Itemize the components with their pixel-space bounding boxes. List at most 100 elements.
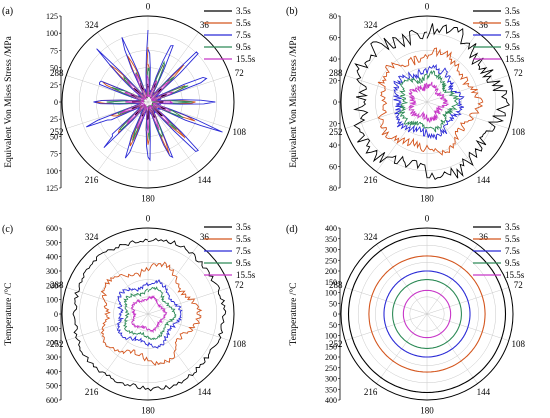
theta-tick-label: 72 <box>235 68 244 78</box>
r-tick-label: 100 <box>46 167 58 176</box>
theta-tick-label: 324 <box>85 232 99 242</box>
r-tick-label: 400 <box>46 367 58 376</box>
legend-label: 9.5s <box>505 258 520 268</box>
outer-ring <box>61 15 235 189</box>
theta-tick-label: 288 <box>50 68 64 78</box>
theta-tick-label: 252 <box>50 127 64 137</box>
series-line <box>408 81 450 124</box>
r-tick-label: 400 <box>325 396 337 405</box>
theta-tick-label: 288 <box>50 280 64 290</box>
grid-spoke <box>97 313 149 384</box>
legend-label: 7.5s <box>505 30 520 40</box>
y-axis-label: Equivalent Von Mises Stress /MPa <box>289 35 299 167</box>
legend-label: 5.5s <box>236 234 251 244</box>
grid-spoke <box>147 244 199 315</box>
legend-label: 9.5s <box>236 42 251 52</box>
grid-spoke <box>426 101 509 129</box>
theta-tick-label: 0 <box>146 2 151 12</box>
r-tick-label: 600 <box>46 224 58 233</box>
r-tick-label: 300 <box>46 267 58 276</box>
theta-tick-label: 0 <box>425 2 430 12</box>
grid-spoke <box>147 313 199 384</box>
y-axis-label: Equivalent Von Mises Stress /MPa <box>4 35 14 167</box>
r-tick-label: 600 <box>46 396 58 405</box>
r-tick-label: 350 <box>325 385 337 394</box>
legend-label: 15.5s <box>236 54 256 64</box>
r-tick-label: 300 <box>325 246 337 255</box>
r-tick-label: 0 <box>333 98 337 107</box>
r-tick-label: 100 <box>46 29 58 38</box>
theta-tick-label: 108 <box>512 127 526 137</box>
series-line <box>130 294 168 334</box>
theta-tick-label: 252 <box>329 339 343 349</box>
r-tick-label: 200 <box>46 281 58 290</box>
legend-label: 7.5s <box>236 246 251 256</box>
theta-tick-label: 36 <box>479 20 489 30</box>
r-tick-label: 200 <box>46 339 58 348</box>
series-line <box>72 238 227 392</box>
legend-label: 3.5s <box>236 6 251 16</box>
r-tick-label: 350 <box>325 235 337 244</box>
theta-tick-label: 72 <box>235 280 244 290</box>
theta-tick-label: 144 <box>477 175 491 185</box>
legend-label: 3.5s <box>505 6 520 16</box>
panel-d: 0367210814418021625228832440035030025020… <box>286 214 526 416</box>
r-tick-label: 80 <box>329 12 337 21</box>
series-line <box>393 63 465 140</box>
grid-spoke <box>426 75 509 103</box>
r-tick-label: 20 <box>329 77 337 86</box>
legend-label: 7.5s <box>236 30 251 40</box>
legend-label: 3.5s <box>505 222 520 232</box>
r-tick-label: 300 <box>46 353 58 362</box>
panel-label: (b) <box>286 6 298 17</box>
r-tick-label: 75 <box>50 46 58 55</box>
y-axis-label: Temperature /°C <box>3 282 14 345</box>
legend-label: 5.5s <box>236 18 251 28</box>
grid-spoke <box>97 244 149 315</box>
theta-tick-label: 324 <box>364 20 378 30</box>
theta-tick-label: 216 <box>364 175 378 185</box>
series-line <box>353 23 511 181</box>
r-tick-label: 250 <box>325 364 337 373</box>
outer-ring <box>61 227 235 401</box>
legend-label: 15.5s <box>505 270 525 280</box>
theta-tick-label: 216 <box>364 387 378 397</box>
r-tick-label: 200 <box>325 267 337 276</box>
r-tick-label: 400 <box>325 224 337 233</box>
theta-tick-label: 252 <box>50 339 64 349</box>
theta-tick-label: 324 <box>364 232 378 242</box>
theta-tick-label: 252 <box>329 127 343 137</box>
theta-tick-label: 144 <box>198 175 212 185</box>
r-tick-label: 0 <box>54 98 58 107</box>
theta-tick-label: 36 <box>479 232 489 242</box>
theta-tick-label: 216 <box>85 387 99 397</box>
theta-tick-label: 180 <box>141 406 155 416</box>
theta-tick-label: 288 <box>329 68 343 78</box>
series-line <box>397 70 461 133</box>
legend-label: 15.5s <box>505 54 525 64</box>
series-line <box>100 261 203 367</box>
theta-tick-label: 36 <box>200 20 210 30</box>
legend-label: 7.5s <box>505 246 520 256</box>
theta-tick-label: 72 <box>514 280 523 290</box>
r-tick-label: 20 <box>329 120 337 129</box>
theta-tick-label: 180 <box>420 194 434 204</box>
r-tick-label: 150 <box>325 278 337 287</box>
r-tick-label: 200 <box>325 353 337 362</box>
legend-label: 9.5s <box>236 258 251 268</box>
r-tick-label: 125 <box>46 184 58 193</box>
r-tick-label: 0 <box>333 310 337 319</box>
series-line <box>116 279 183 349</box>
grid-spoke <box>147 101 199 172</box>
r-tick-label: 400 <box>46 253 58 262</box>
r-tick-label: 40 <box>329 141 337 150</box>
y-axis-label: Temperature /°C <box>288 282 299 345</box>
theta-tick-label: 180 <box>141 194 155 204</box>
r-tick-label: 60 <box>329 34 337 43</box>
outer-ring <box>340 227 514 401</box>
panel-label: (d) <box>286 224 298 235</box>
legend-label: 15.5s <box>236 270 256 280</box>
series-line <box>123 286 177 340</box>
grid-spoke <box>376 101 428 172</box>
series-line <box>368 255 486 373</box>
